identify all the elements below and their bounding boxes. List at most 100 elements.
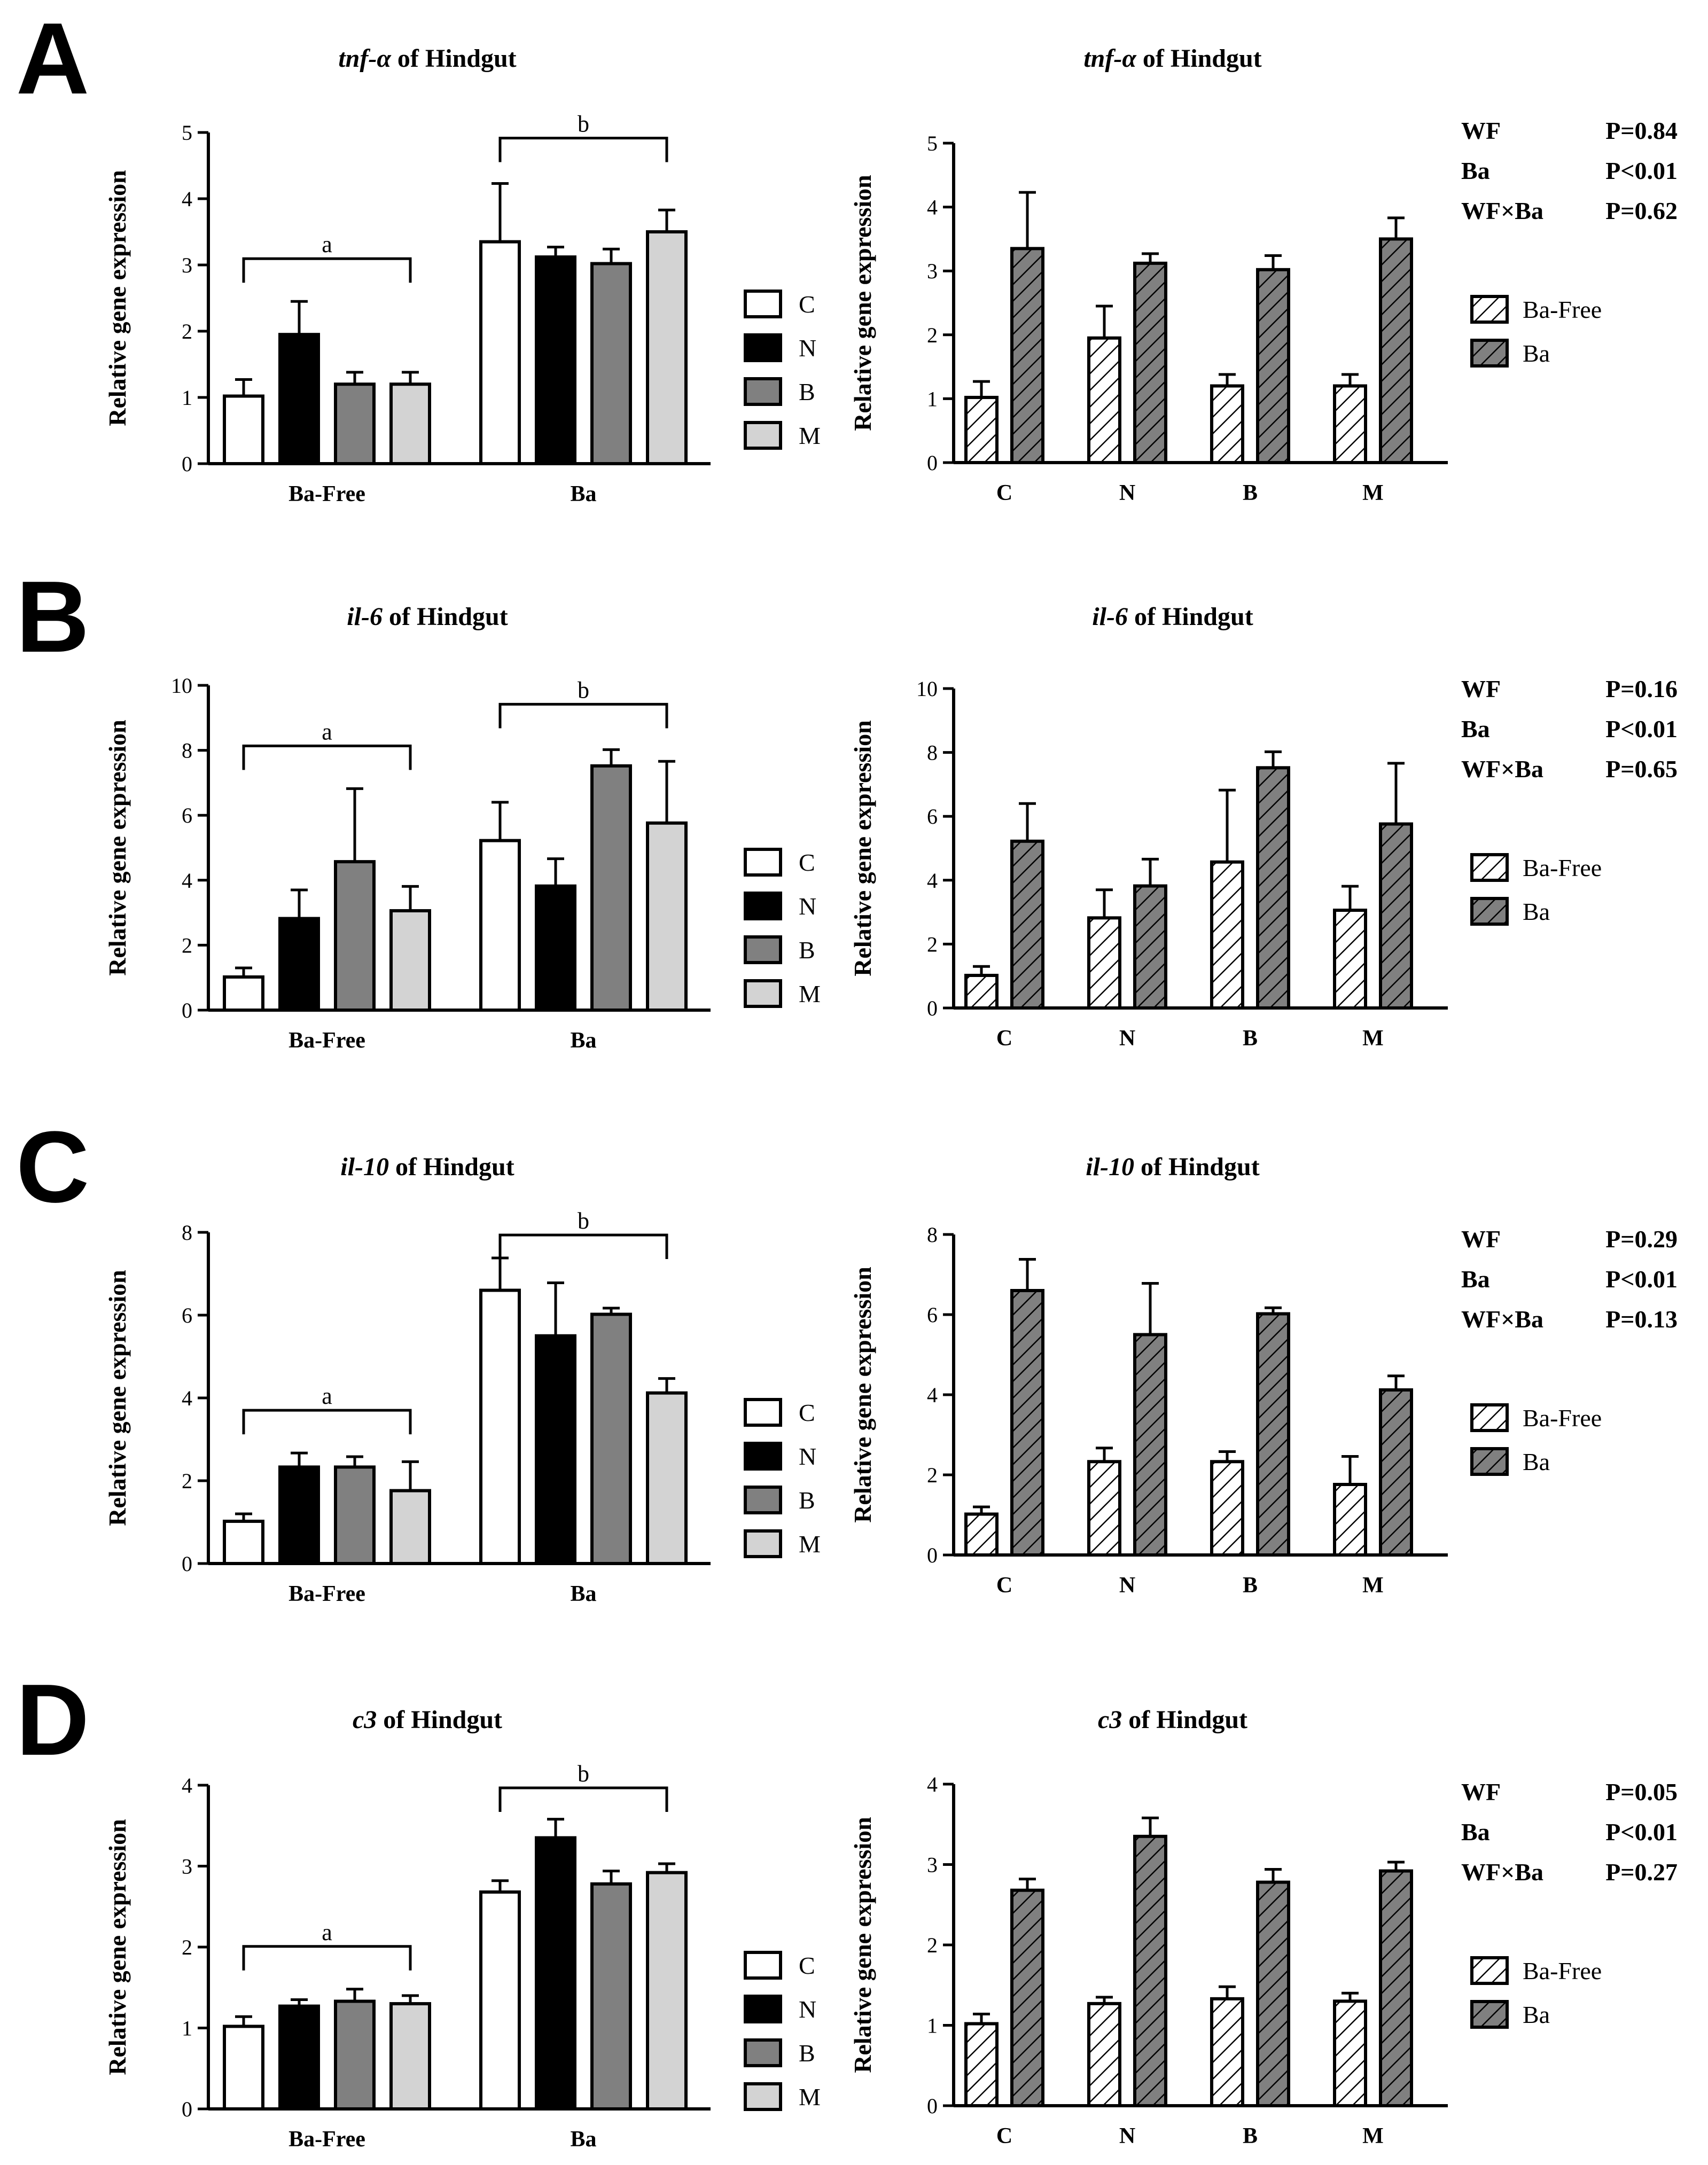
left-chart-title: c3 of Hindgut — [353, 1706, 502, 1734]
right-y-tick-label: 3 — [927, 1853, 938, 1877]
bar-N-Ba — [535, 1836, 576, 2111]
bar-B-Ba — [1256, 766, 1290, 1010]
bar-M-Ba — [1379, 237, 1413, 464]
group-label: Ba-Free — [288, 482, 365, 506]
group-label: Ba-Free — [288, 1028, 365, 1053]
group-label: Ba — [570, 1028, 596, 1053]
right-y-axis-label: Relative gene expression — [849, 1817, 876, 2073]
significance-letter: b — [578, 677, 589, 703]
bar-M-Ba-Free — [1333, 1999, 1367, 2108]
group-label: Ba-Free — [288, 1582, 365, 1606]
significance-bracket — [498, 702, 668, 729]
left-chart-title: tnf-α of Hindgut — [338, 44, 516, 73]
significance-letter: a — [322, 1919, 332, 1945]
left-y-tick-label: 1 — [182, 386, 192, 410]
stat-value: P=0.29 — [1605, 1225, 1678, 1253]
stat-value: P<0.01 — [1605, 157, 1678, 184]
legend-label: M — [799, 422, 821, 449]
left-y-tick-label: 10 — [171, 674, 192, 698]
left-y-tick-label: 0 — [182, 2097, 192, 2121]
category-label: N — [1119, 1573, 1135, 1598]
bar-N-Ba-Free — [1087, 1460, 1121, 1557]
legend-label: C — [799, 849, 815, 876]
legend-swatch-C — [744, 290, 782, 318]
bar-B-Ba-Free — [1210, 384, 1244, 464]
category-label: M — [1362, 481, 1384, 505]
stat-label: Ba — [1461, 157, 1490, 184]
right-y-tick-label: 5 — [927, 131, 938, 155]
stat-label: WF — [1461, 1778, 1501, 1806]
bar-B-Ba — [590, 764, 632, 1012]
gene-name: tnf-α — [338, 44, 392, 73]
title-suffix: of Hindgut — [389, 1153, 514, 1181]
category-label: N — [1119, 481, 1135, 505]
stat-value: P=0.65 — [1605, 755, 1678, 783]
left-chart-title: il-6 of Hindgut — [347, 603, 508, 631]
significance-bracket — [498, 136, 668, 162]
legend-label: M — [799, 1530, 821, 1558]
gene-name: il-6 — [347, 603, 383, 631]
category-label: B — [1243, 481, 1258, 505]
legend-label: B — [799, 936, 815, 964]
legend-swatch-B — [744, 377, 782, 406]
left-y-tick-label: 3 — [182, 1855, 192, 1879]
legend-swatch-B — [744, 1486, 782, 1514]
bar-M-Ba — [1379, 1388, 1413, 1557]
bar-N-Ba-Free — [278, 2004, 320, 2111]
title-suffix: of Hindgut — [383, 603, 508, 631]
bar-C-Ba-Free — [223, 975, 264, 1012]
legend-label: Ba — [1523, 898, 1550, 925]
legend-label: M — [799, 2083, 821, 2111]
right-y-axis-label: Relative gene expression — [849, 720, 876, 976]
right-y-axis-label: Relative gene expression — [849, 1267, 876, 1523]
legend-label: Ba-Free — [1523, 854, 1602, 881]
bar-N-Ba — [535, 255, 576, 465]
legend-swatch-N — [744, 1442, 782, 1471]
bar-M-Ba — [646, 1871, 688, 2111]
bar-M-Ba — [646, 821, 688, 1012]
left-y-tick-label: 2 — [182, 933, 192, 957]
right-y-tick-label: 1 — [927, 387, 938, 411]
category-label: C — [996, 481, 1012, 505]
bar-C-Ba-Free — [223, 394, 264, 466]
category-label: M — [1362, 2124, 1384, 2148]
legend-label: Ba-Free — [1523, 1957, 1602, 1984]
right-chart-title: il-10 of Hindgut — [1086, 1153, 1259, 1181]
category-label: B — [1243, 2124, 1258, 2148]
bar-N-Ba — [1133, 884, 1167, 1010]
bar-N-Ba-Free — [278, 1465, 320, 1566]
right-y-tick-label: 8 — [927, 1223, 938, 1247]
right-y-tick-label: 8 — [927, 741, 938, 765]
legend-label: Ba — [1523, 2001, 1550, 2028]
bar-N-Ba — [535, 1334, 576, 1565]
left-y-tick-label: 5 — [182, 121, 192, 145]
legend-swatch-Ba — [1470, 2000, 1509, 2029]
panel-letter: A — [16, 2, 89, 115]
right-y-tick-label: 4 — [927, 196, 938, 220]
legend-label: B — [799, 2039, 815, 2067]
bar-N-Ba — [1133, 1333, 1167, 1557]
bar-B-Ba-Free — [334, 860, 376, 1012]
bar-B-Ba-Free — [1210, 1460, 1244, 1557]
significance-bracket — [498, 1233, 668, 1259]
left-y-tick-label: 0 — [182, 1552, 192, 1576]
right-y-tick-label: 2 — [927, 1463, 938, 1487]
significance-bracket — [242, 257, 412, 283]
category-label: C — [996, 1026, 1012, 1051]
legend-label: C — [799, 291, 815, 318]
left-y-axis-label: Relative gene expression — [104, 1819, 131, 2075]
legend-swatch-Ba — [1470, 897, 1509, 926]
right-y-tick-label: 4 — [927, 1772, 938, 1796]
stat-label: Ba — [1461, 1818, 1490, 1846]
bar-N-Ba — [1133, 261, 1167, 464]
bar-M-Ba-Free — [389, 382, 431, 466]
title-suffix: of Hindgut — [391, 44, 517, 73]
legend-swatch-M — [744, 1529, 782, 1558]
significance-bracket — [242, 1409, 412, 1435]
legend-label: N — [799, 893, 816, 920]
legend-swatch-Ba-Free — [1470, 853, 1509, 882]
right-y-axis-label: Relative gene expression — [849, 175, 876, 431]
stat-label: WF — [1461, 1225, 1501, 1253]
left-y-axis-label: Relative gene expression — [104, 1270, 131, 1526]
